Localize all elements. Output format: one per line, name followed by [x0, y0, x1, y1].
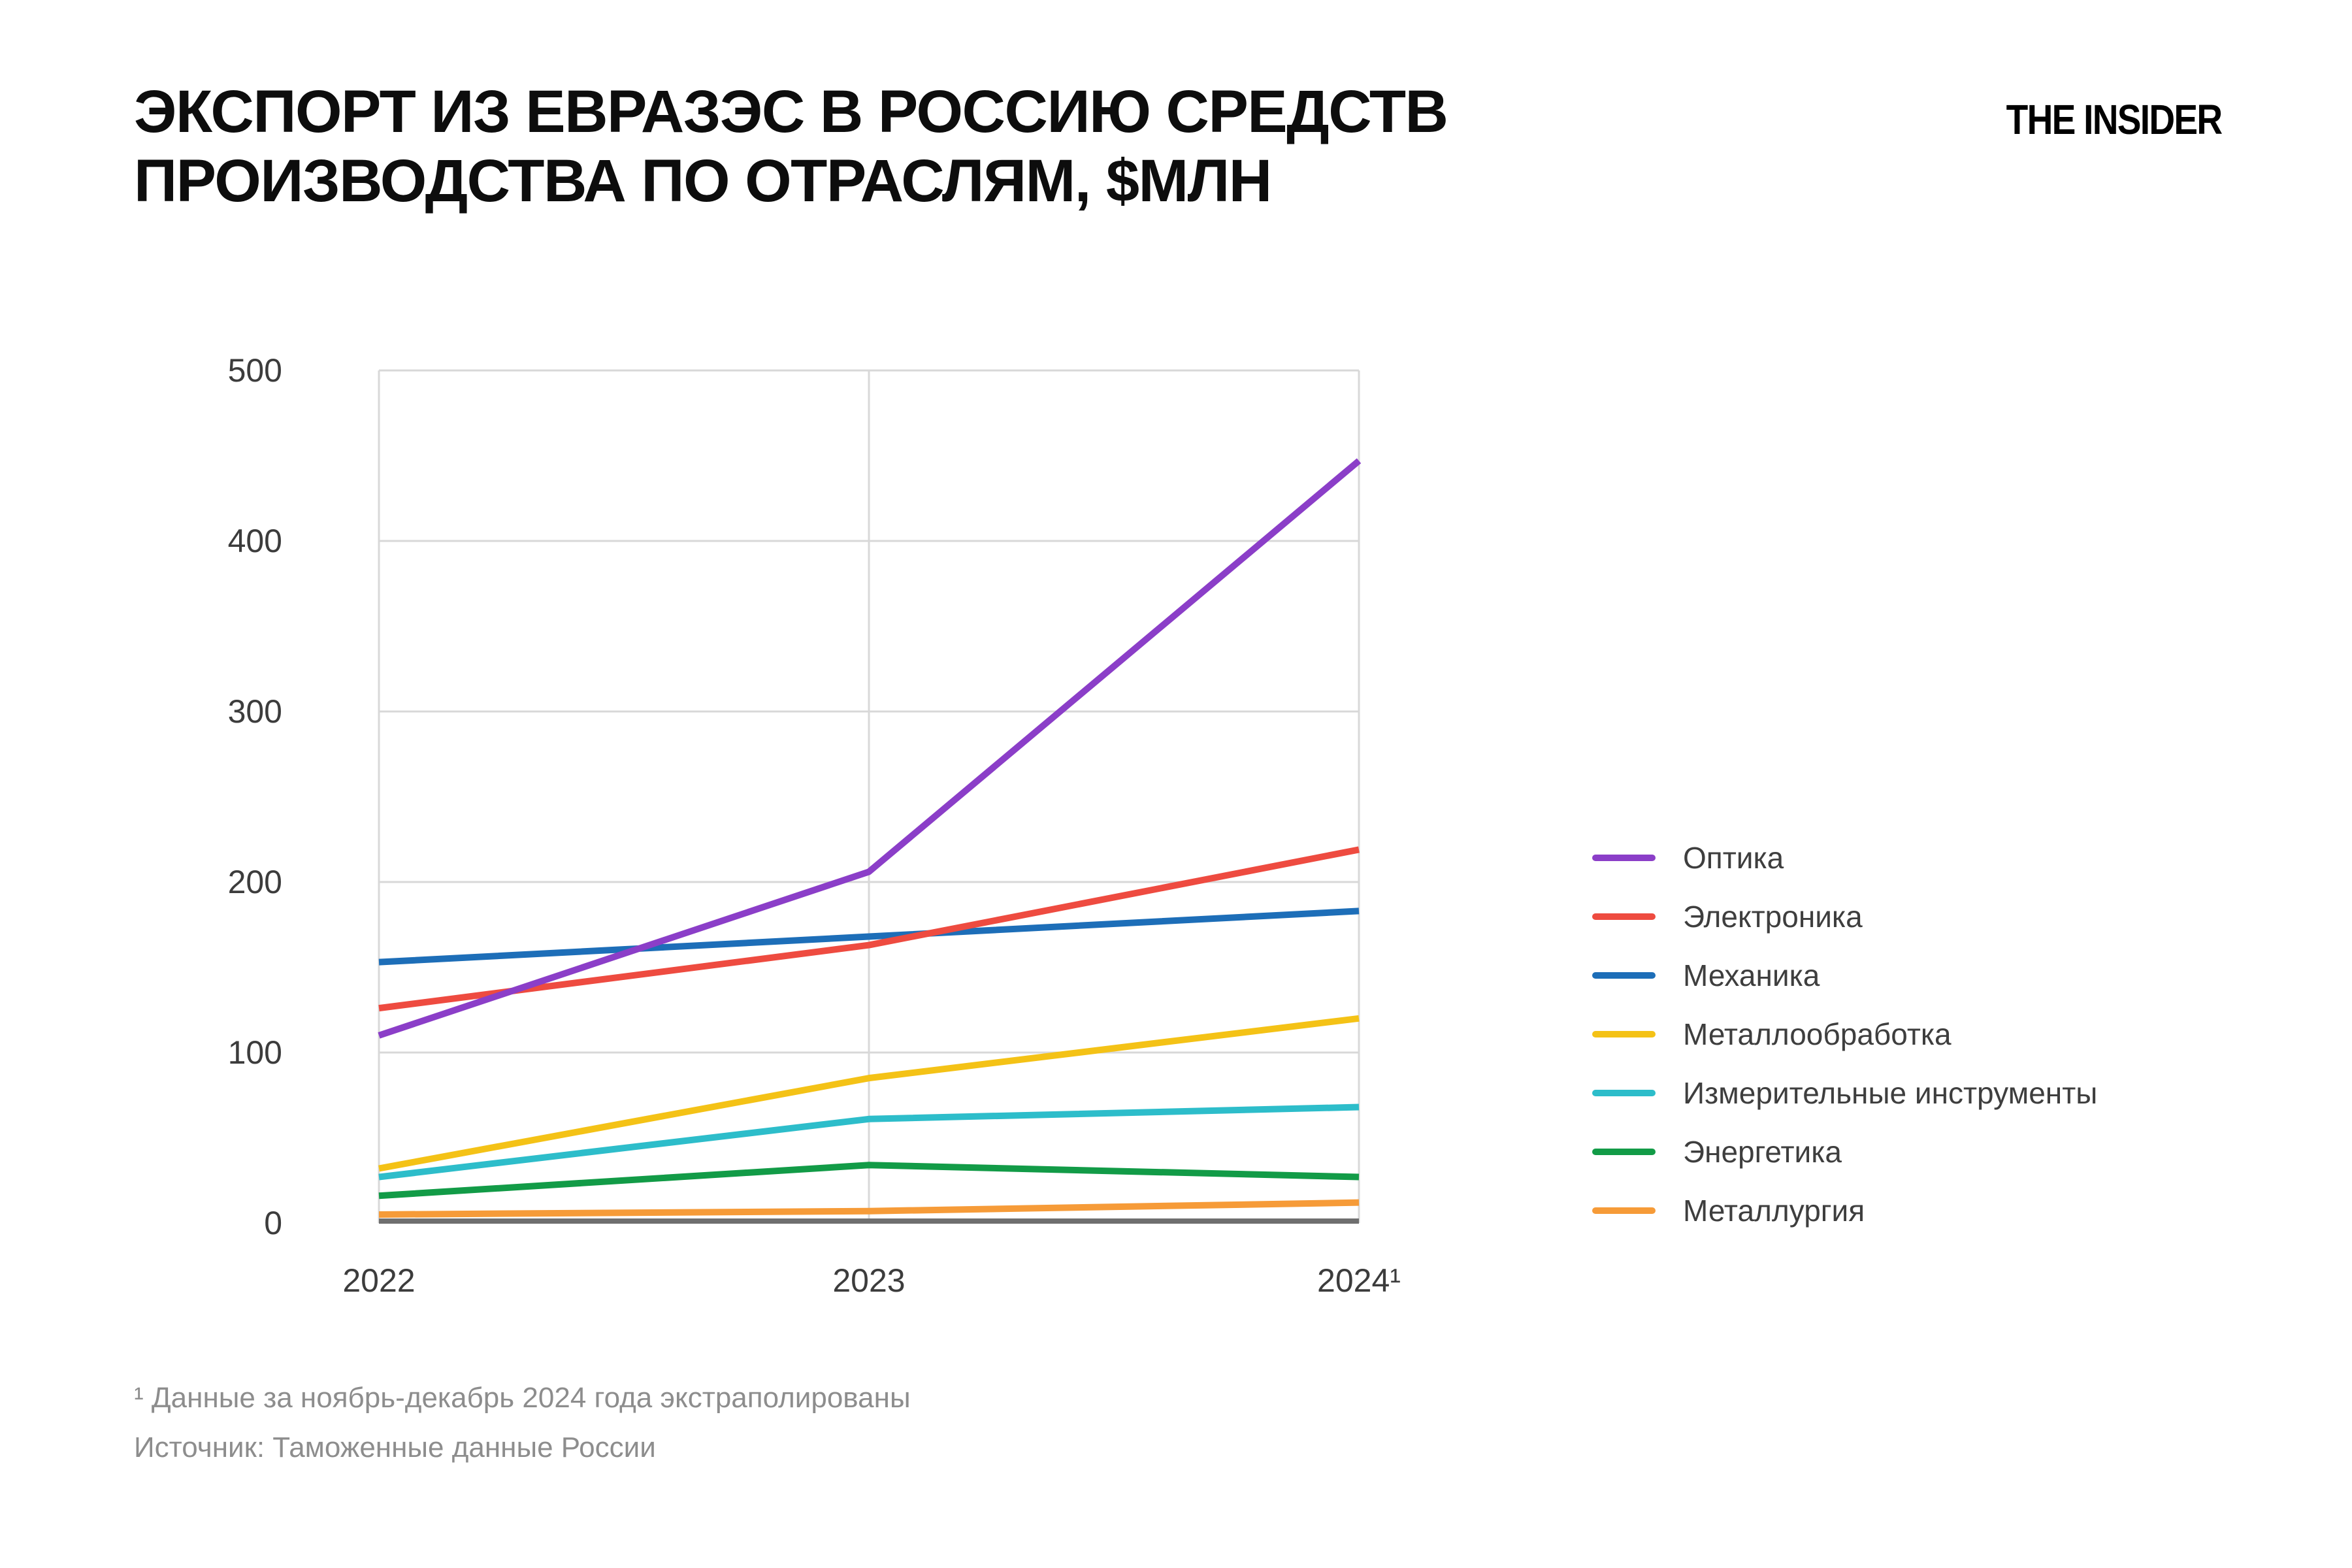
x-tick-label: 2024¹ — [1317, 1262, 1401, 1299]
legend-swatch — [1592, 1031, 1656, 1037]
legend-swatch — [1592, 972, 1656, 979]
legend: Оптика Электроника Механика Металлообработк… — [1592, 828, 2097, 1240]
legend-label: Металлургия — [1683, 1194, 1865, 1228]
y-tick-label: 0 — [264, 1205, 282, 1241]
legend-item: Механика — [1592, 946, 2097, 1005]
page-title: ЭКСПОРТ ИЗ ЕВРАЗЭС В РОССИЮ СРЕДСТВ ПРОИ… — [134, 77, 1448, 216]
series-line-3 — [378, 1015, 1360, 1172]
legend-label: Электроника — [1683, 900, 1863, 934]
legend-swatch — [1592, 1090, 1656, 1096]
series-line-2 — [378, 907, 1360, 966]
legend-item: Металлообработка — [1592, 1005, 2097, 1064]
legend-swatch — [1592, 913, 1656, 920]
y-tick-label: 200 — [227, 864, 282, 900]
legend-item: Измерительные инструменты — [1592, 1064, 2097, 1122]
y-tick-label: 100 — [227, 1034, 282, 1071]
legend-swatch — [1592, 1149, 1656, 1155]
legend-item: Электроника — [1592, 887, 2097, 946]
the-insider-logo: THE INSIDER — [2006, 96, 2222, 143]
legend-item: Металлургия — [1592, 1181, 2097, 1240]
y-tick-label: 300 — [227, 693, 282, 730]
legend-label: Измерительные инструменты — [1683, 1076, 2098, 1110]
y-tick-label: 400 — [227, 523, 282, 559]
legend-label: Механика — [1683, 958, 1820, 992]
page-title-line2: ПРОИЗВОДСТВА ПО ОТРАСЛЯМ, $МЛН — [134, 148, 1272, 214]
series-line-5 — [378, 1162, 1360, 1200]
x-tick-label: 2023 — [832, 1262, 906, 1299]
legend-label: Энергетика — [1683, 1135, 1842, 1169]
series-line-1 — [378, 846, 1360, 1012]
y-tick-label: 500 — [227, 352, 282, 389]
series-line-6 — [378, 1199, 1360, 1218]
legend-item: Оптика — [1592, 828, 2097, 887]
legend-label: Металлообработка — [1683, 1017, 1952, 1051]
legend-swatch — [1592, 855, 1656, 861]
legend-label: Оптика — [1683, 841, 1784, 875]
footnote-extrapolated: ¹ Данные за ноябрь-декабрь 2024 года экс… — [134, 1382, 911, 1414]
series-line-4 — [378, 1103, 1360, 1181]
plot-svg — [378, 369, 1362, 1224]
legend-item: Энергетика — [1592, 1122, 2097, 1181]
series-line-0 — [378, 458, 1362, 1039]
footnote-source: Источник: Таможенные данные России — [134, 1431, 656, 1463]
x-tick-label: 2022 — [342, 1262, 416, 1299]
legend-swatch — [1592, 1207, 1656, 1214]
page-title-line1: ЭКСПОРТ ИЗ ЕВРАЗЭС В РОССИЮ СРЕДСТВ — [134, 78, 1448, 145]
